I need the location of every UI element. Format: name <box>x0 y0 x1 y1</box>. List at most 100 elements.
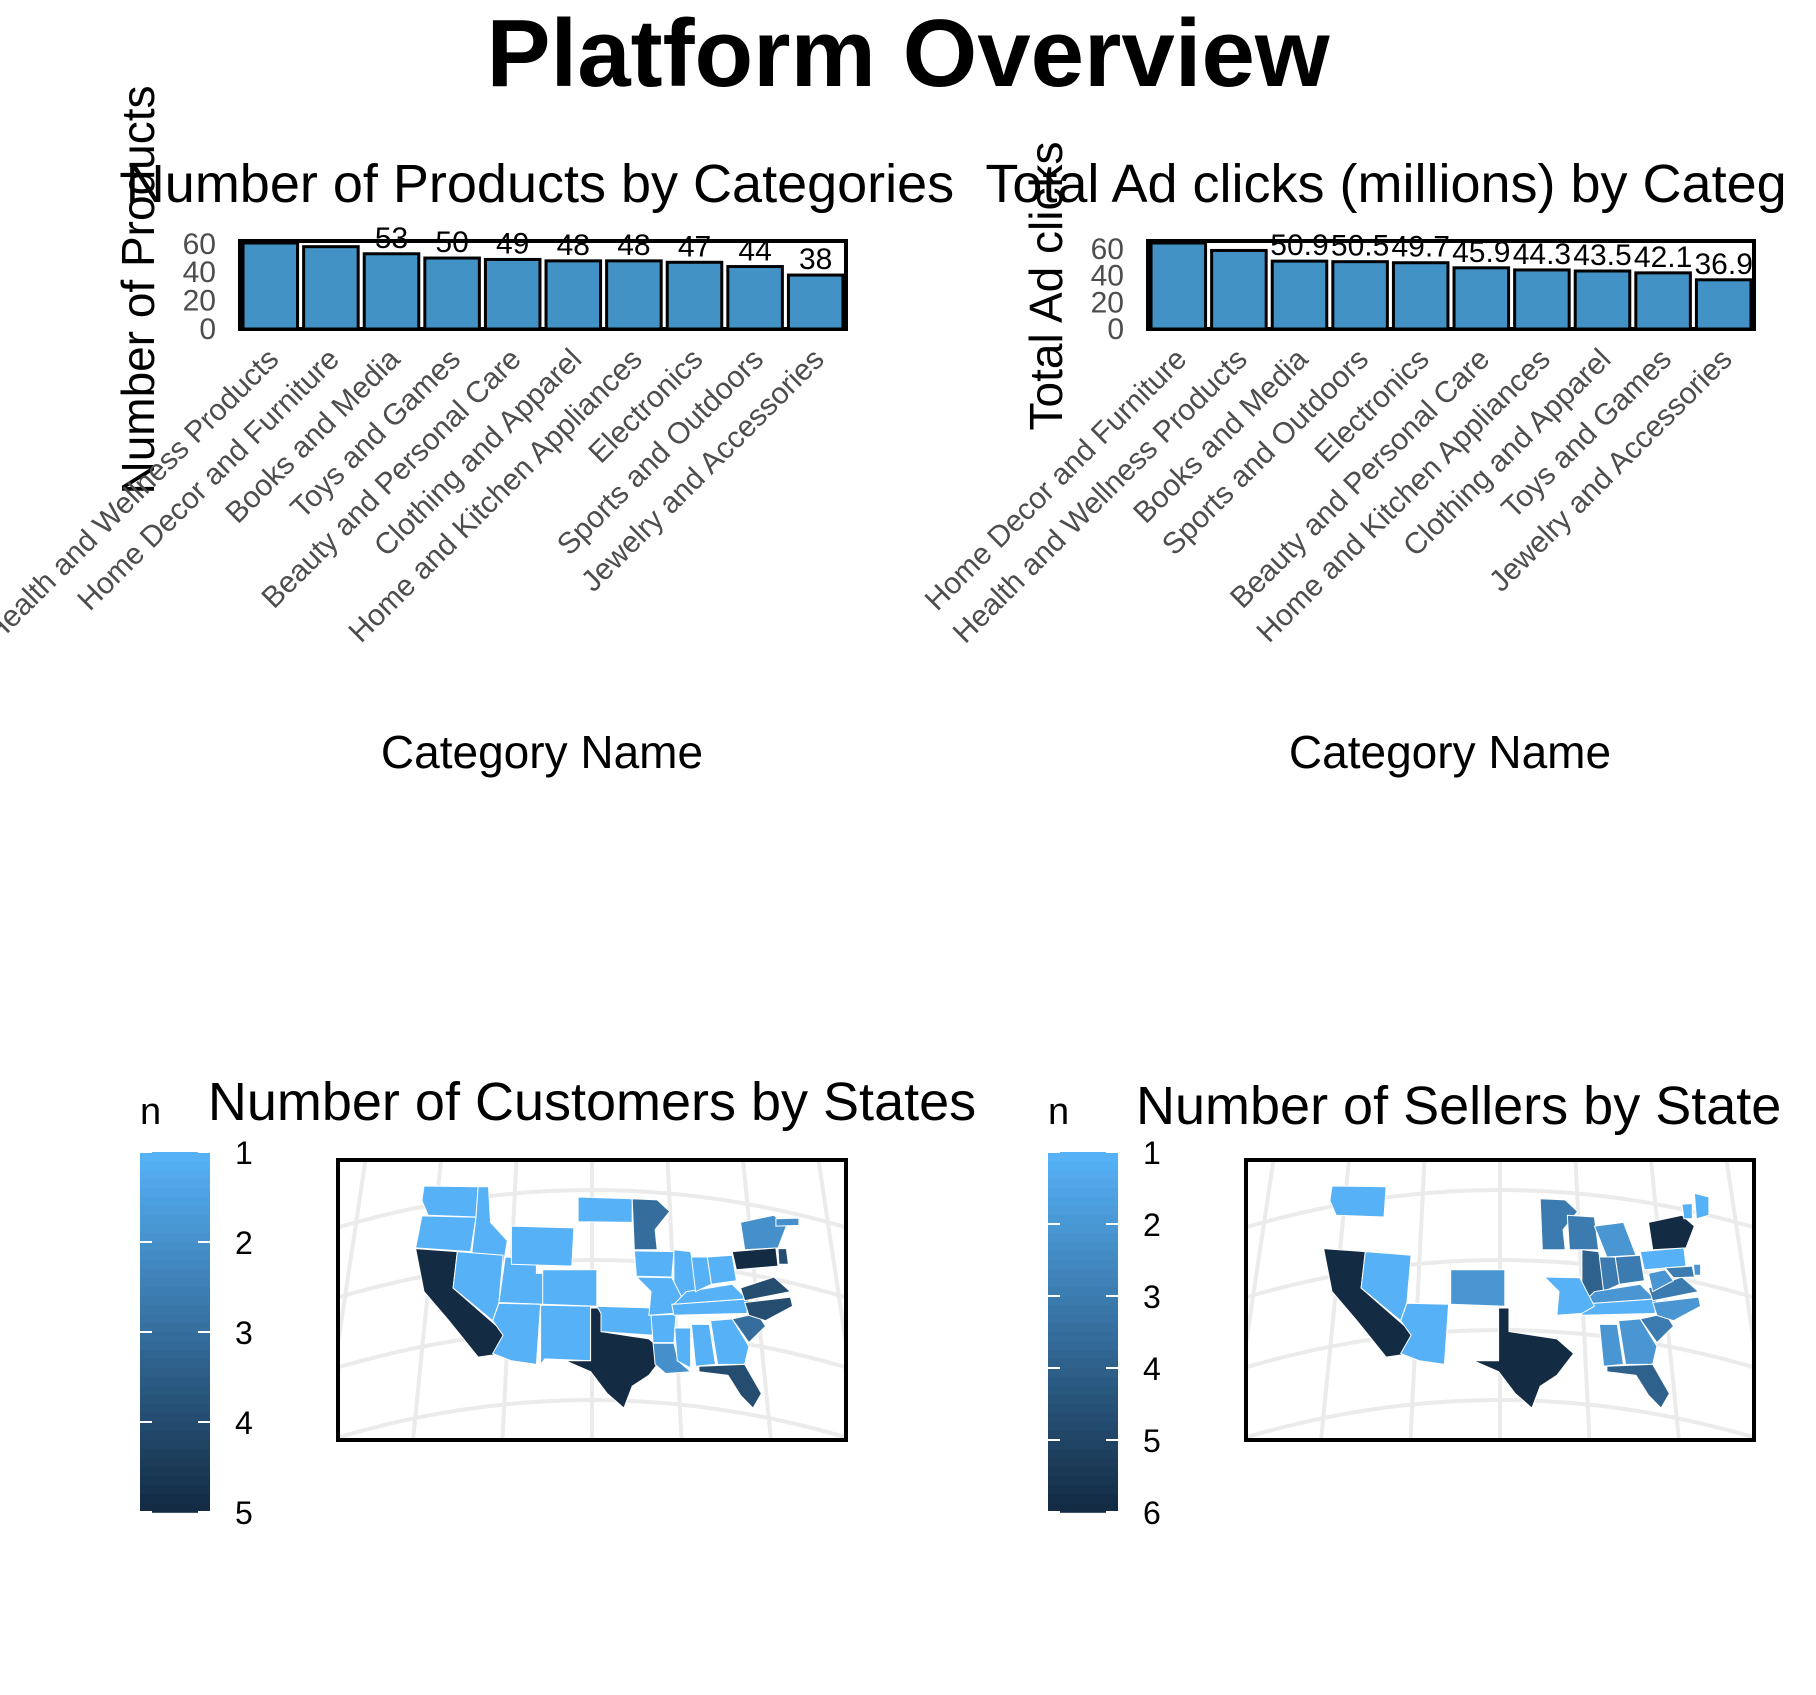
products-y-tick-label: 0 <box>199 313 216 346</box>
sellers-state-nc <box>1652 1296 1702 1322</box>
sellers-legend-label: 4 <box>1143 1351 1161 1387</box>
customers-graticule-line <box>338 1160 368 1357</box>
sellers-state-ny <box>1647 1214 1695 1251</box>
customers-state-va <box>739 1276 792 1302</box>
sellers-graticule-line <box>1246 1160 1276 1357</box>
customers-legend-swatch <box>140 1458 210 1468</box>
sellers-legend-swatch <box>1048 1197 1118 1207</box>
customers-map-title: Number of Customers by States <box>208 1072 976 1132</box>
sellers-map-frame <box>1244 1158 1756 1442</box>
ad-clicks-x-axis-title: Category Name <box>1289 726 1611 778</box>
customers-state-al <box>690 1323 717 1367</box>
sellers-legend-swatch <box>1048 1485 1118 1495</box>
sellers-legend-label: 2 <box>1143 1207 1161 1243</box>
sellers-legend-swatch <box>1048 1404 1118 1414</box>
customers-state-nd <box>577 1196 633 1223</box>
sellers-state-mn <box>1539 1198 1579 1251</box>
customers-legend-swatch <box>140 1503 210 1513</box>
sellers-legend-swatch <box>1048 1287 1118 1297</box>
customers-state-ms <box>674 1327 692 1369</box>
products-bar <box>241 241 300 331</box>
customers-state-or <box>414 1215 477 1253</box>
sellers-legend-swatch <box>1048 1179 1118 1189</box>
sellers-legend-swatch <box>1048 1503 1118 1513</box>
customers-state-pa <box>731 1247 779 1271</box>
customers-legend-swatch <box>140 1278 210 1288</box>
customers-legend-swatch <box>140 1431 210 1441</box>
ad-clicks-data-label: 42.1 <box>1634 241 1692 274</box>
customers-legend-swatch <box>140 1242 210 1252</box>
products-bar <box>605 259 663 331</box>
customers-legend-swatch <box>140 1296 210 1306</box>
customers-map-frame <box>336 1158 848 1442</box>
ad-clicks-data-label: 36.9 <box>1695 248 1753 281</box>
products-y-tick-label: 40 <box>183 256 216 289</box>
customers-legend-swatch <box>140 1161 210 1171</box>
products-y-tick-label: 20 <box>183 285 216 318</box>
ad-clicks-chart-title: Total Ad clicks (millions) by Categ <box>985 154 1786 214</box>
customers-state-ny <box>739 1214 787 1251</box>
customers-state-nj <box>777 1248 789 1265</box>
sellers-state-vt <box>1681 1202 1693 1220</box>
customers-legend-swatch <box>140 1485 210 1495</box>
customers-legend-swatch <box>140 1170 210 1180</box>
customers-legend-swatch <box>140 1494 210 1504</box>
ad-clicks-y-axis-title: Total Ad clicks <box>1020 142 1072 431</box>
ad-clicks-bar <box>1391 261 1450 331</box>
ad-clicks-data-label: 45.9 <box>1452 236 1510 269</box>
customers-legend-label: 1 <box>235 1135 253 1171</box>
customers-legend-swatch <box>140 1350 210 1360</box>
ad-clicks-bar <box>1452 266 1511 331</box>
customers-state-mn <box>631 1198 671 1251</box>
customers-state-nc <box>744 1296 794 1322</box>
ad-clicks-y-tick-label: 0 <box>1107 313 1124 346</box>
customers-state-ma <box>775 1217 800 1227</box>
ad-clicks-data-label: 49.7 <box>1392 231 1450 264</box>
sellers-legend-label: 1 <box>1143 1135 1161 1171</box>
customers-legend-swatch <box>140 1233 210 1243</box>
products-data-label: 48 <box>617 229 650 262</box>
sellers-legend-swatch <box>1048 1269 1118 1279</box>
customers-state-nm <box>540 1304 592 1366</box>
customers-legend-swatch <box>140 1152 210 1162</box>
sellers-legend-swatch <box>1048 1422 1118 1432</box>
sellers-legend-swatch <box>1048 1350 1118 1360</box>
customers-legend-swatch <box>140 1386 210 1396</box>
customers-legend-swatch <box>140 1476 210 1486</box>
customers-legend-swatch <box>140 1260 210 1270</box>
sellers-state-md <box>1664 1265 1696 1279</box>
products-x-axis-title: Category Name <box>381 726 703 778</box>
sellers-map-title: Number of Sellers by State <box>1136 1076 1781 1136</box>
customers-state-la <box>652 1342 692 1375</box>
customers-legend-label: 5 <box>235 1495 253 1531</box>
sellers-legend-swatch <box>1048 1215 1118 1225</box>
ad-clicks-data-label: 50.9 <box>1270 229 1328 262</box>
products-data-label: 38 <box>799 243 832 276</box>
ad-clicks-y-tick-label: 40 <box>1091 260 1124 293</box>
ad-clicks-bar <box>1149 241 1208 331</box>
products-data-label: 53 <box>375 222 408 255</box>
sellers-legend-label: 3 <box>1143 1279 1161 1315</box>
sellers-map: Number of Sellers by State n 1 2 3 4 5 6 <box>1048 1076 1781 1531</box>
customers-legend-swatch <box>140 1377 210 1387</box>
sellers-legend-title: n <box>1048 1091 1069 1133</box>
ad-clicks-data-label: 50.5 <box>1331 230 1389 263</box>
products-bar-chart: Number of Products by Categories Categor… <box>0 85 954 778</box>
sellers-state-mo <box>1543 1276 1596 1316</box>
customers-legend-swatch <box>140 1206 210 1216</box>
customers-legend-swatch <box>140 1314 210 1324</box>
customers-legend-swatch <box>140 1413 210 1423</box>
sellers-legend-swatch <box>1048 1440 1118 1450</box>
sellers-legend-swatch <box>1048 1161 1118 1171</box>
sellers-legend-swatch <box>1048 1377 1118 1387</box>
sellers-legend-swatch <box>1048 1251 1118 1261</box>
customers-state-wa <box>421 1185 479 1218</box>
sellers-state-wa <box>1329 1185 1387 1218</box>
sellers-legend-swatch <box>1048 1476 1118 1486</box>
sellers-legend-swatch <box>1048 1206 1118 1216</box>
figure-title: Platform Overview <box>487 0 1330 107</box>
ad-clicks-bar <box>1634 271 1692 331</box>
products-bar <box>483 257 542 331</box>
sellers-state-al <box>1598 1323 1625 1367</box>
